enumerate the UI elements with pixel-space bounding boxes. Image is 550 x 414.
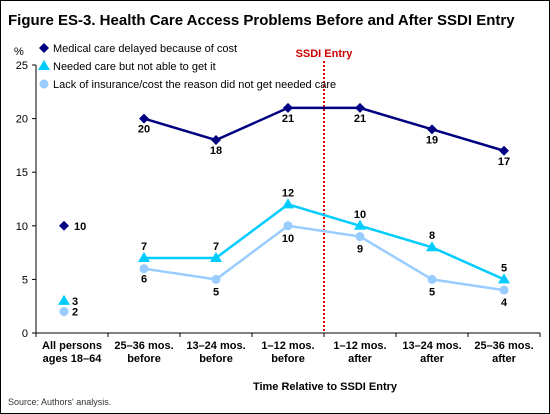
x-tick-label: 1–12 mos. before [261, 340, 314, 365]
data-point [355, 102, 365, 113]
x-tick-label: 13–24 mos. before [186, 340, 245, 365]
data-label: 4 [501, 297, 508, 309]
data-label: 18 [210, 145, 222, 157]
y-tick-label: 20 [16, 114, 28, 126]
data-point [59, 307, 69, 317]
data-point [283, 102, 293, 113]
data-label: 9 [357, 244, 363, 256]
data-point [59, 220, 69, 231]
legend-label: Medical care delayed because of cost [53, 43, 237, 55]
legend-marker [39, 43, 49, 53]
data-label: 10 [74, 221, 86, 233]
data-point [499, 145, 509, 156]
y-tick-label: 15 [16, 167, 28, 179]
data-point [58, 294, 70, 305]
y-tick-label: 25 [16, 60, 28, 72]
data-label: 5 [429, 286, 435, 298]
data-label: 6 [141, 274, 147, 286]
legend-label: Needed care but not able to get it [53, 61, 216, 73]
series-circle: 2 6 5 10 9 5 4 [72, 224, 508, 319]
x-axis-title: Time Relative to SSDI Entry [253, 381, 398, 393]
series-diamond: 10 20 18 21 21 19 17 [74, 106, 510, 233]
data-label: 20 [138, 124, 150, 136]
x-tick-label: All persons ages 18–64 [42, 340, 102, 365]
data-point [499, 285, 509, 295]
data-label: 17 [498, 156, 510, 168]
x-tick-label: 25–36 mos. after [474, 340, 533, 365]
data-point [211, 135, 221, 146]
series-line [144, 202, 505, 281]
data-label: 8 [429, 230, 435, 242]
series-line [143, 106, 505, 152]
data-label: 7 [213, 241, 219, 253]
legend-marker [38, 60, 50, 70]
data-point [282, 198, 294, 209]
data-point [139, 264, 149, 274]
y-axis-unit: % [14, 46, 24, 58]
series-line [143, 224, 505, 292]
data-point [138, 251, 150, 262]
ssdi-entry-label: SSDI Entry [296, 48, 354, 60]
x-tick-label: 25–36 mos. before [114, 340, 173, 365]
data-point [283, 221, 293, 231]
x-tick-label: 1–12 mos. after [333, 340, 386, 365]
data-label: 5 [213, 286, 219, 298]
legend-marker [39, 79, 49, 89]
series-triangle: 3 7 7 12 10 8 5 [72, 187, 507, 307]
data-label: 7 [141, 241, 147, 253]
data-label: 12 [282, 187, 294, 199]
data-point [354, 219, 366, 230]
data-label: 21 [282, 113, 294, 125]
x-tick-label: 13–24 mos. after [402, 340, 461, 365]
data-point [426, 241, 438, 252]
data-point [427, 124, 437, 135]
data-label: 2 [72, 307, 78, 319]
data-label: 5 [501, 262, 507, 274]
data-label: 19 [426, 134, 438, 146]
y-tick-label: 5 [22, 274, 28, 286]
data-point [355, 232, 365, 242]
source-note: Source: Authors' analysis. [8, 397, 111, 407]
data-point [210, 251, 222, 262]
data-label: 3 [72, 296, 78, 308]
y-tick-label: 0 [22, 328, 28, 340]
y-tick-label: 10 [16, 221, 28, 233]
data-point [139, 113, 149, 124]
data-label: 21 [354, 113, 366, 125]
chart-title: Figure ES-3. Health Care Access Problems… [8, 12, 515, 29]
data-label: 10 [282, 233, 294, 245]
data-point [211, 274, 221, 284]
data-point [498, 273, 510, 284]
legend-label: Lack of insurance/cost the reason did no… [53, 79, 336, 91]
data-point [427, 274, 437, 284]
legend: Medical care delayed because of cost Need… [53, 43, 336, 91]
data-label: 10 [354, 209, 366, 221]
